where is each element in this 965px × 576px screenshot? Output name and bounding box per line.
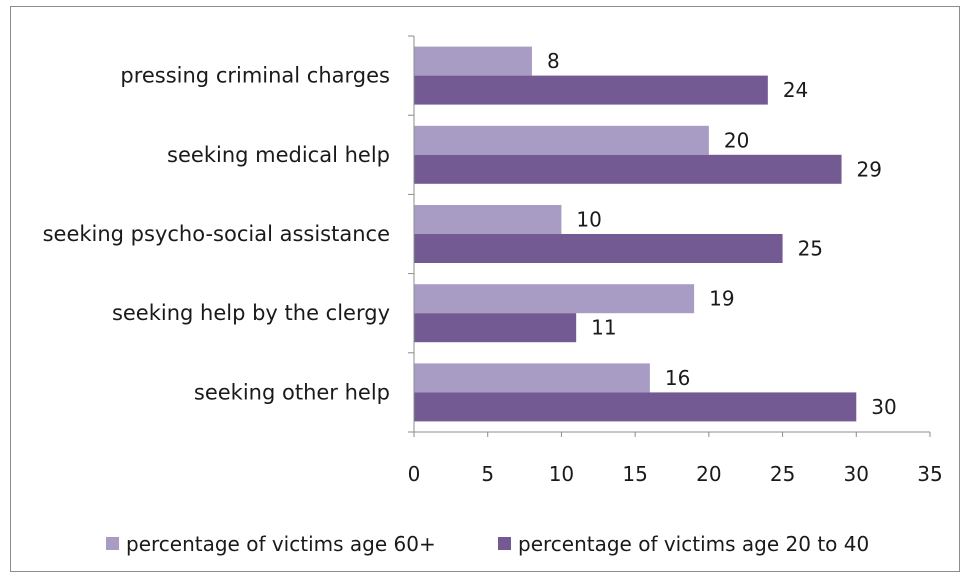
data-label-0-4: 16 (665, 366, 690, 390)
bar-age-20-to-40-4 (414, 392, 857, 422)
bar-age-60-plus-0 (414, 46, 532, 76)
x-tick-labels-group: 0 5 10 15 20 25 30 35 (408, 462, 943, 486)
data-label-1-3: 11 (591, 316, 616, 340)
bar-age-60-plus-2 (414, 205, 562, 234)
x-tick-label-4: 20 (696, 462, 721, 486)
legend-swatch-1 (498, 537, 511, 550)
axes-group (408, 35, 931, 437)
bar-age-20-to-40-2 (414, 234, 783, 263)
x-tick-label-2: 10 (549, 462, 574, 486)
data-label-0-1: 20 (724, 128, 749, 152)
bar-age-20-to-40-3 (414, 313, 577, 343)
data-labels-group: 8 24 20 29 10 25 19 11 16 30 (547, 49, 897, 419)
x-tick-label-5: 25 (770, 462, 795, 486)
legend-swatch-0 (106, 537, 119, 550)
bar-age-60-plus-3 (414, 284, 695, 314)
bar-age-20-to-40-1 (414, 154, 842, 184)
bars-group (414, 46, 857, 422)
data-label-1-2: 25 (798, 237, 823, 261)
category-label-0: pressing criminal charges (120, 64, 390, 88)
x-tick-label-0: 0 (408, 462, 421, 486)
x-tick-label-1: 5 (481, 462, 494, 486)
data-label-0-3: 19 (709, 287, 734, 311)
data-label-1-1: 29 (857, 157, 882, 181)
legend-label-0: percentage of victims age 60+ (126, 532, 436, 556)
legend: percentage of victims age 60+ percentage … (106, 532, 869, 556)
bar-age-60-plus-1 (414, 125, 709, 155)
category-label-4: seeking other help (194, 380, 390, 404)
x-tick-label-3: 15 (622, 462, 647, 486)
x-tick-label-7: 35 (917, 462, 942, 486)
data-label-0-2: 10 (576, 208, 601, 232)
bar-age-20-to-40-0 (414, 75, 768, 105)
legend-label-1: percentage of victims age 20 to 40 (518, 532, 869, 556)
data-label-0-0: 8 (547, 49, 560, 73)
category-label-1: seeking medical help (167, 143, 390, 167)
data-label-1-0: 24 (783, 78, 808, 102)
category-labels-group: pressing criminal charges seeking medical… (43, 64, 390, 405)
bar-age-60-plus-4 (414, 363, 650, 393)
data-label-1-4: 30 (871, 395, 896, 419)
category-label-3: seeking help by the clergy (112, 301, 390, 325)
x-tick-label-6: 30 (844, 462, 869, 486)
category-label-2: seeking psycho-social assistance (43, 222, 390, 246)
